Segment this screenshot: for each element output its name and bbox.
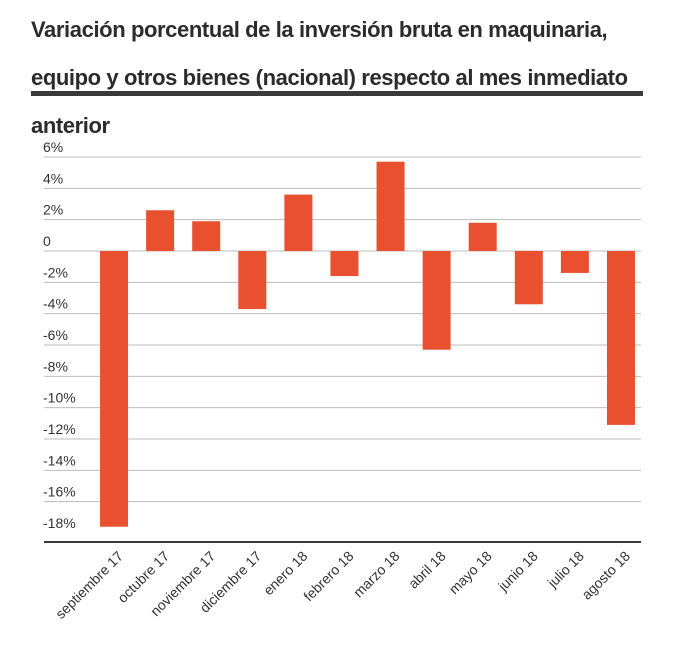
y-tick-label: -10% <box>43 390 76 406</box>
bar <box>468 222 497 251</box>
bar <box>422 251 451 350</box>
y-tick-label: 2% <box>43 202 63 218</box>
x-tick-label: julio 18 <box>544 548 588 592</box>
bar <box>606 251 635 425</box>
y-tick-label: -12% <box>43 421 76 437</box>
bar <box>238 251 267 309</box>
y-tick-label: -18% <box>43 515 76 531</box>
x-tick-label: agosto 18 <box>578 548 633 603</box>
bar <box>330 251 359 277</box>
y-tick-label: -8% <box>43 358 68 374</box>
y-tick-label: -14% <box>43 452 76 468</box>
x-tick-label: abril 18 <box>405 548 449 592</box>
bar <box>284 194 313 251</box>
chart-title: Variación porcentual de la inversión bru… <box>31 17 628 138</box>
bar <box>100 251 129 527</box>
bar <box>192 221 221 251</box>
x-tick-label: mayo 18 <box>446 548 495 597</box>
x-tick-label: septiembre 17 <box>52 548 126 622</box>
y-tick-label: 0 <box>43 233 51 249</box>
y-tick-label: -2% <box>43 264 68 280</box>
x-tick-label: febrero 18 <box>300 548 357 605</box>
x-tick-label: junio 18 <box>494 548 541 595</box>
y-tick-label: 4% <box>43 170 63 186</box>
y-tick-label: -4% <box>43 296 68 312</box>
title-divider <box>31 91 643 96</box>
y-tick-label: 6% <box>43 139 63 155</box>
bar <box>376 161 405 251</box>
bar <box>514 251 543 305</box>
bar <box>560 251 589 273</box>
y-tick-label: -16% <box>43 484 76 500</box>
y-tick-label: -6% <box>43 327 68 343</box>
x-tick-label: marzo 18 <box>350 548 403 601</box>
bar <box>146 210 175 251</box>
